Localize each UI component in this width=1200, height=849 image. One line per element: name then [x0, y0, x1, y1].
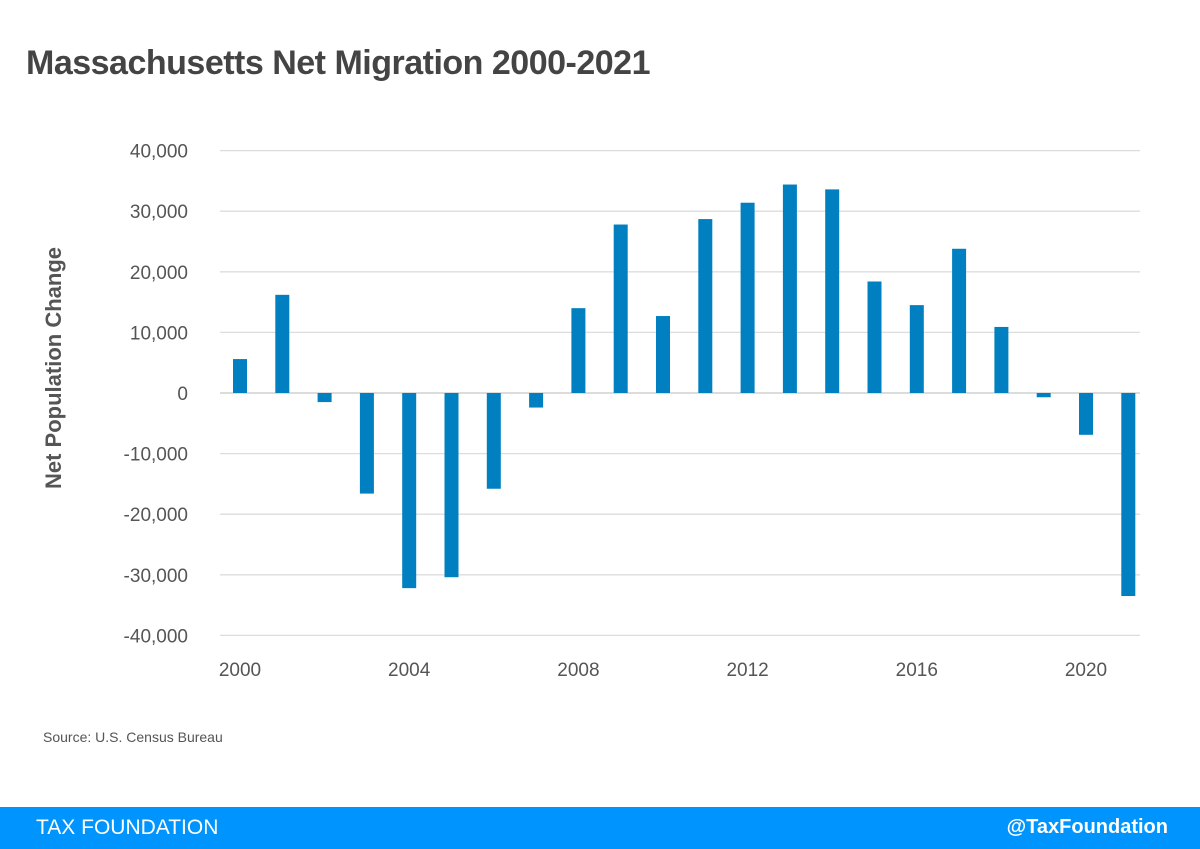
bar-2009: [613, 224, 628, 393]
x-tick-label: 2008: [557, 660, 599, 681]
y-axis-ticks: 40,000 30,000 20,000 10,000 0 -10,000 -20,000 -…: [124, 142, 188, 648]
x-tick-label: 2016: [896, 660, 938, 681]
bar-2005: [444, 393, 459, 578]
brand-name: TAX FOUNDATION: [36, 816, 219, 839]
bar-2015: [867, 281, 882, 393]
bar-2012: [740, 202, 755, 393]
bar-2014: [825, 189, 840, 393]
bar-2003: [359, 393, 374, 494]
y-axis-label: Net Population Change: [41, 247, 66, 489]
social-handle: @TaxFoundation: [1006, 816, 1168, 838]
bar-2011: [698, 219, 713, 393]
y-tick-label: -10,000: [124, 445, 188, 466]
y-tick-label: 10,000: [130, 323, 188, 344]
gridlines: [220, 149, 1140, 637]
chart-title: Massachusetts Net Migration 2000-2021: [26, 44, 650, 82]
bar-2021: [1121, 393, 1136, 597]
x-tick-label: 2012: [726, 660, 768, 681]
y-tick-label: 0: [177, 384, 188, 405]
y-tick-label: 40,000: [130, 142, 188, 163]
bar-2007: [529, 393, 544, 408]
bar-2001: [275, 294, 290, 393]
bar-2000: [233, 359, 247, 393]
bars: [233, 184, 1136, 597]
bar-2006: [486, 393, 501, 489]
bar-2020: [1079, 393, 1093, 435]
x-tick-label: 2000: [219, 660, 261, 681]
x-axis-ticks: 2000 2004 2008 2012 2016 2020: [219, 660, 1107, 681]
source-note: Source: U.S. Census Bureau: [43, 729, 223, 745]
bar-2002: [317, 393, 332, 403]
bar-2013: [782, 184, 797, 393]
y-tick-label: -30,000: [124, 566, 188, 587]
y-tick-label: -40,000: [124, 626, 188, 647]
bar-2008: [571, 308, 586, 393]
bar-2016: [909, 305, 924, 393]
y-tick-label: -20,000: [124, 505, 188, 526]
bar-2004: [402, 393, 417, 589]
bar-2018: [994, 326, 1009, 393]
bar-2017: [952, 248, 967, 393]
bar-2019: [1036, 393, 1051, 398]
bar-chart: 40,000 30,000 20,000 10,000 0 -10,000 -20,000 -…: [41, 142, 1140, 681]
footer-bar: TAX FOUNDATION @TaxFoundation: [0, 807, 1200, 849]
bar-2010: [656, 316, 670, 393]
y-tick-label: 20,000: [130, 263, 188, 284]
x-tick-label: 2004: [388, 660, 431, 681]
y-tick-label: 30,000: [130, 202, 188, 223]
x-tick-label: 2020: [1065, 660, 1107, 681]
